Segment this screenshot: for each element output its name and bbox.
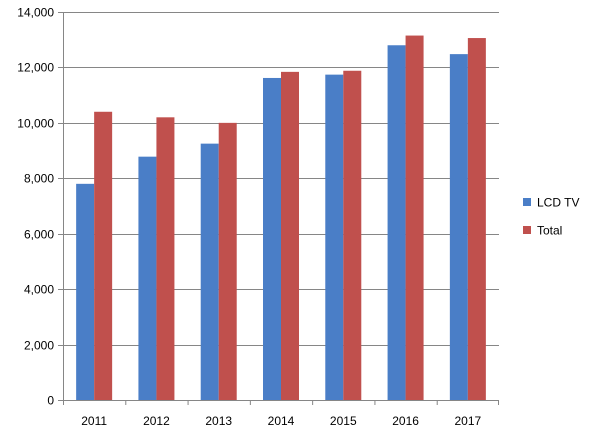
x-tick-label: 2012 [143,414,170,428]
bar-lcd-tv-2011 [76,183,95,400]
y-tick-label: 10,000 [17,117,54,131]
bar-total-2015 [343,70,362,401]
x-tick-label: 2017 [455,414,482,428]
y-tick-label: 14,000 [17,6,54,20]
bar-total-2011 [94,111,113,401]
y-tick-label: 2,000 [24,339,54,353]
bar-lcd-tv-2015 [325,74,344,401]
x-tick-label: 2016 [392,414,419,428]
y-tick-labels: 0 2,000 4,000 6,000 8,000 10,000 12,000 14,000 [17,6,54,408]
legend: LCD TV Total [523,196,579,238]
x-tick-label: 2011 [81,414,107,428]
y-tick-label: 8,000 [24,172,54,186]
y-tick-label: 0 [47,394,54,408]
bar-lcd-tv-2012 [138,156,157,400]
bar-total-2014 [281,71,299,400]
bar-lcd-tv-2017 [449,54,468,401]
x-tick-label: 2013 [205,414,232,428]
y-tick-label: 12,000 [17,61,54,75]
bar-total-2012 [156,117,175,401]
bars [76,35,486,401]
bar-total-2016 [405,35,424,401]
y-tick-label: 4,000 [24,283,54,297]
x-tick-label: 2015 [330,414,357,428]
bar-total-2013 [218,122,237,400]
axes [58,12,499,405]
legend-label: LCD TV [537,196,579,210]
bar-total-2017 [467,38,486,401]
bar-lcd-tv-2016 [387,45,406,400]
legend-label: Total [537,224,562,238]
bar-lcd-tv-2014 [263,77,281,401]
x-tick-label: 2014 [268,414,295,428]
legend-swatch [523,198,531,206]
bar-lcd-tv-2013 [200,143,219,400]
y-tick-label: 6,000 [24,228,54,242]
legend-swatch [523,226,531,234]
x-tick-labels: 2011 2012 2013 2014 2015 2016 2017 [81,414,481,428]
